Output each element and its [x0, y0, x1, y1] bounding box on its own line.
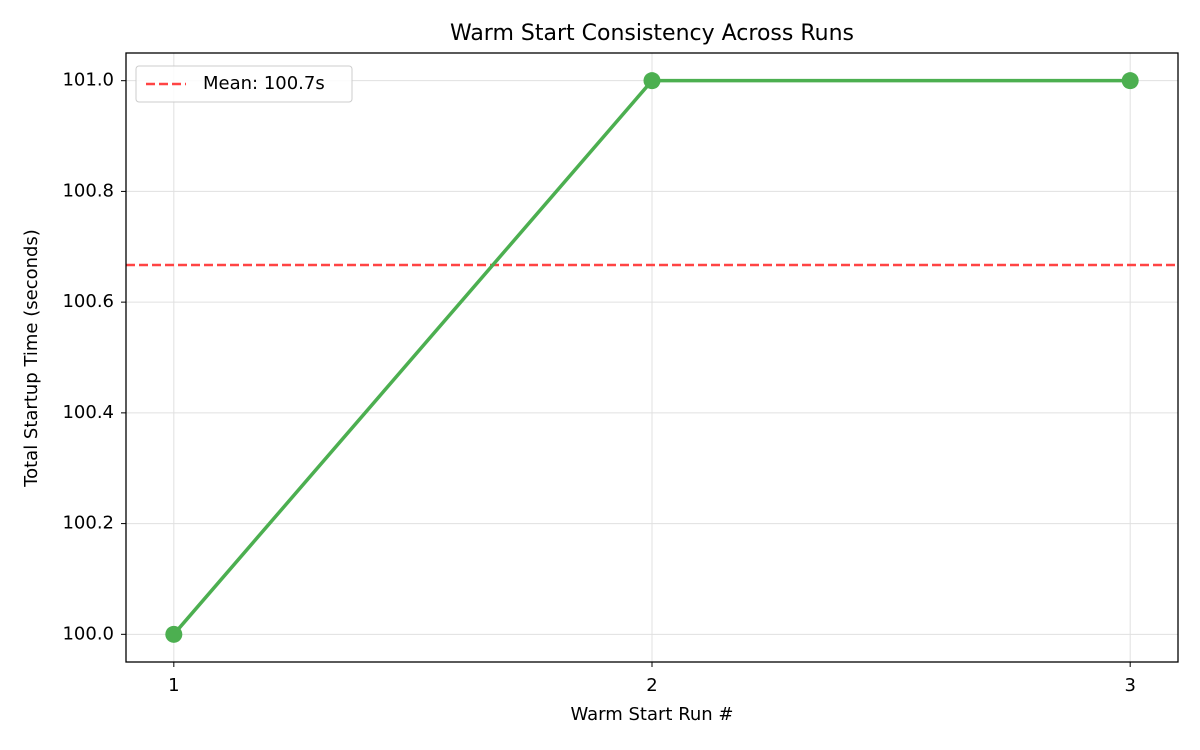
y-tick-label: 100.6: [62, 291, 114, 312]
x-tick-label: 1: [168, 675, 179, 696]
legend-box: [135, 65, 353, 103]
data-point: [1121, 72, 1139, 90]
y-tick-label: 100.4: [62, 402, 114, 423]
y-tick-label: 100.8: [62, 180, 114, 201]
y-tick-label: 100.0: [62, 623, 114, 644]
legend-label: Mean: 100.7s: [203, 73, 325, 94]
x-tick-label: 2: [646, 675, 657, 696]
data-point: [643, 72, 661, 90]
x-tick-label: 3: [1124, 675, 1135, 696]
y-axis-label: Total Startup Time (seconds): [21, 229, 42, 488]
x-axis-label: Warm Start Run #: [570, 704, 733, 725]
y-tick-label: 100.2: [62, 513, 114, 534]
plot-frame: [125, 52, 1179, 663]
chart-title: Warm Start Consistency Across Runs: [450, 21, 854, 46]
data-point: [165, 625, 183, 643]
y-tick-label: 101.0: [62, 70, 114, 91]
